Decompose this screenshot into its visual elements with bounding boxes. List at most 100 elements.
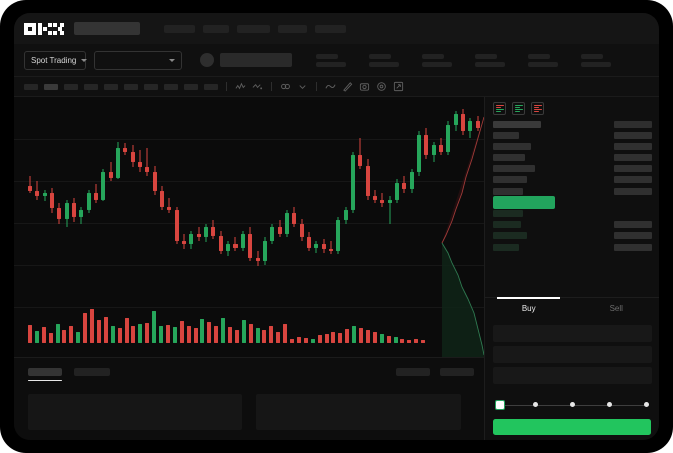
order-book-bid-row-price <box>493 210 523 217</box>
nav-item-6[interactable] <box>315 24 346 33</box>
okx-logo-icon[interactable] <box>24 22 64 35</box>
order-book-last-price-value <box>493 195 555 209</box>
candle-body <box>424 134 429 156</box>
candle-body <box>50 192 55 209</box>
line-chart-icon[interactable] <box>325 81 336 92</box>
timeframe-selector <box>24 83 218 90</box>
order-total-field[interactable] <box>493 367 652 384</box>
order-book-ask-row[interactable] <box>493 176 652 184</box>
timeframe-6[interactable] <box>124 83 138 90</box>
candle-wick <box>139 150 141 173</box>
timeframe-8[interactable] <box>164 83 178 90</box>
candle-wick <box>389 196 391 224</box>
chevron-down-icon[interactable] <box>297 81 308 92</box>
candle-body <box>79 210 84 217</box>
candlestick <box>108 97 113 282</box>
order-book-mode-switcher <box>485 97 659 120</box>
volume-bar <box>324 334 329 343</box>
volume-bar <box>359 328 364 343</box>
timeframe-7[interactable] <box>144 83 158 90</box>
nav-item-3[interactable] <box>203 24 229 33</box>
indicators-icon[interactable] <box>235 81 246 92</box>
order-percent-slider[interactable] <box>495 400 650 410</box>
order-book-mode-both-icon[interactable] <box>493 102 506 115</box>
order-book-ask-row[interactable] <box>493 142 652 150</box>
bottom-action-2[interactable] <box>440 368 474 376</box>
buy-tab[interactable]: Buy <box>485 297 573 318</box>
nav-item-1[interactable] <box>74 22 140 35</box>
timeframe-9[interactable] <box>184 83 198 90</box>
screen: Spot Trading <box>14 13 659 440</box>
volume-bar <box>414 338 419 343</box>
timeframe-2[interactable] <box>44 83 58 90</box>
order-book-mode-bids-icon[interactable] <box>512 102 525 115</box>
market-stats <box>316 53 611 67</box>
candlestick <box>145 97 150 282</box>
order-book-header[interactable] <box>493 120 652 128</box>
order-book-header-size <box>614 120 652 128</box>
bottom-tab-1[interactable] <box>28 368 62 381</box>
timeframe-10[interactable] <box>204 83 218 90</box>
order-book-bid-row[interactable] <box>493 221 652 229</box>
settings-icon[interactable] <box>376 81 387 92</box>
slider-stop-100[interactable] <box>644 402 649 407</box>
nav-item-5[interactable] <box>278 24 307 33</box>
order-book-ask-row[interactable] <box>493 131 652 139</box>
timeframe-5[interactable] <box>104 83 118 90</box>
volume-bar <box>48 332 53 343</box>
candle-type-icon[interactable] <box>252 81 263 92</box>
slider-handle[interactable] <box>495 400 505 410</box>
order-book-ask-row[interactable] <box>493 154 652 162</box>
timeframe-3[interactable] <box>64 83 78 90</box>
drawing-tool-icon[interactable] <box>342 81 353 92</box>
slider-stop-50[interactable] <box>570 402 575 407</box>
order-book-ask-row[interactable] <box>493 187 652 195</box>
timeframe-4[interactable] <box>84 83 98 90</box>
volume-bar <box>331 331 336 343</box>
volume-bar <box>34 330 39 343</box>
volume-bar <box>138 323 143 343</box>
place-buy-order-button[interactable] <box>493 419 651 435</box>
order-book-bid-row[interactable] <box>493 232 652 240</box>
candlestick <box>343 97 348 282</box>
market-stat-4-value <box>475 61 505 67</box>
slider-stop-25[interactable] <box>533 402 538 407</box>
candlestick <box>35 97 40 282</box>
bottom-action-1[interactable] <box>396 368 430 376</box>
candlestick <box>72 97 77 282</box>
order-price-field[interactable] <box>493 325 652 342</box>
timeframe-1[interactable] <box>24 83 38 90</box>
trading-mode-selector[interactable]: Spot Trading <box>24 50 88 70</box>
order-book-bid-row[interactable] <box>493 243 652 251</box>
candle-body <box>57 208 62 219</box>
candle-wick <box>381 192 383 207</box>
mode-line <box>514 106 521 108</box>
camera-icon[interactable] <box>359 81 370 92</box>
order-book-mode-asks-icon[interactable] <box>531 102 544 115</box>
candle-body <box>409 172 414 190</box>
volume-bar <box>262 329 267 343</box>
candlestick <box>182 97 187 282</box>
candlestick <box>79 97 84 282</box>
candlestick <box>123 97 128 282</box>
bottom-tab-2[interactable] <box>74 368 110 376</box>
candlestick <box>460 97 465 282</box>
candlestick <box>262 97 267 282</box>
order-book-ask-row-price <box>493 154 525 162</box>
price-chart[interactable] <box>14 97 484 357</box>
slider-stop-75[interactable] <box>607 402 612 407</box>
nav-item-2[interactable] <box>164 24 195 33</box>
active-tab-underline <box>497 297 561 299</box>
order-book-ask-row[interactable] <box>493 165 652 173</box>
compare-icon[interactable] <box>280 81 291 92</box>
order-amount-field[interactable] <box>493 346 652 363</box>
nav-item-4[interactable] <box>237 24 270 33</box>
trading-pair-selector[interactable] <box>94 50 182 70</box>
fullscreen-icon[interactable] <box>393 81 404 92</box>
nav-items <box>74 22 346 35</box>
order-book-bid-row[interactable] <box>493 210 652 218</box>
sell-tab[interactable]: Sell <box>573 298 660 318</box>
candle-wick <box>330 240 332 255</box>
order-book-bid-row-price <box>493 221 521 229</box>
